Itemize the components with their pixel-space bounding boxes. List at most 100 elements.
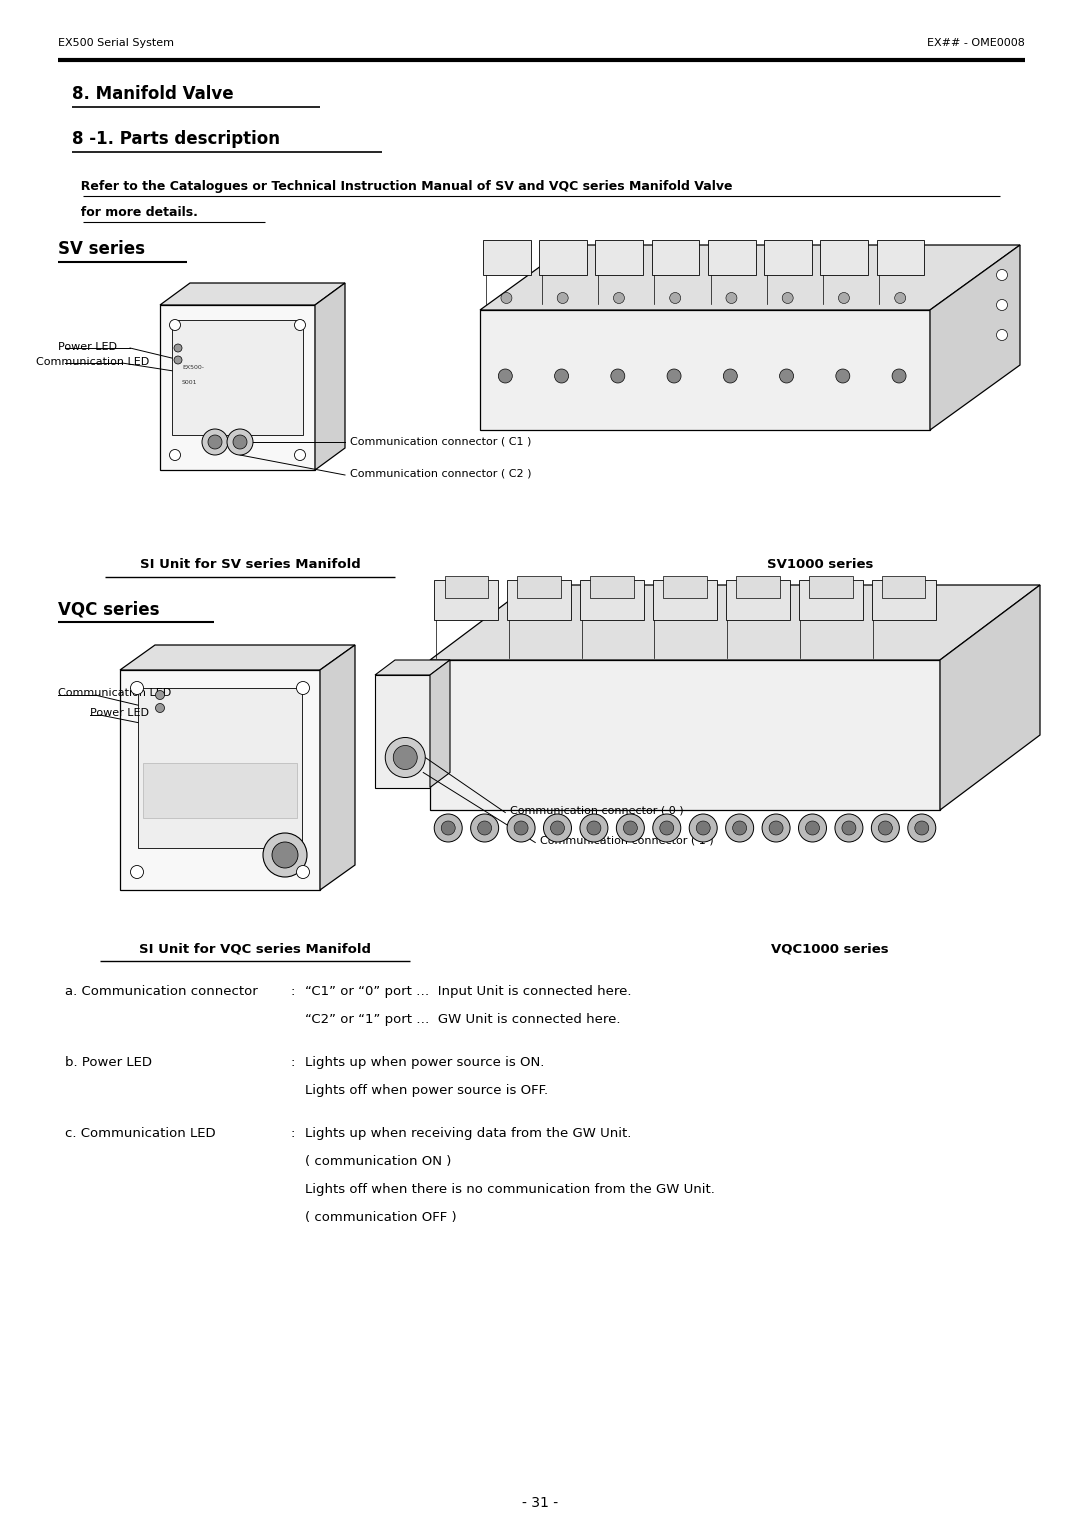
Text: 8. Manifold Valve: 8. Manifold Valve — [72, 86, 233, 102]
Circle shape — [670, 292, 680, 304]
Circle shape — [551, 821, 565, 834]
Text: - 31 -: - 31 - — [522, 1496, 558, 1510]
Circle shape — [878, 821, 892, 834]
FancyBboxPatch shape — [595, 240, 643, 275]
Circle shape — [997, 269, 1008, 281]
Circle shape — [806, 821, 820, 834]
Polygon shape — [430, 660, 450, 787]
Circle shape — [836, 368, 850, 384]
Circle shape — [835, 814, 863, 842]
Polygon shape — [120, 669, 320, 889]
FancyBboxPatch shape — [726, 581, 789, 620]
FancyBboxPatch shape — [735, 576, 780, 597]
Text: SI Unit for VQC series Manifold: SI Unit for VQC series Manifold — [139, 941, 372, 955]
Text: Communication LED: Communication LED — [58, 688, 172, 698]
Polygon shape — [320, 645, 355, 889]
Circle shape — [471, 814, 499, 842]
Circle shape — [667, 368, 681, 384]
FancyBboxPatch shape — [172, 319, 303, 435]
Polygon shape — [480, 310, 930, 429]
Circle shape — [623, 821, 637, 834]
Circle shape — [156, 703, 164, 712]
Circle shape — [660, 821, 674, 834]
Circle shape — [724, 368, 738, 384]
Text: for more details.: for more details. — [72, 206, 198, 219]
FancyBboxPatch shape — [809, 576, 852, 597]
FancyBboxPatch shape — [517, 576, 562, 597]
Circle shape — [780, 368, 794, 384]
Circle shape — [208, 435, 222, 449]
Polygon shape — [375, 675, 430, 787]
Circle shape — [170, 449, 180, 460]
Circle shape — [295, 319, 306, 330]
Circle shape — [272, 842, 298, 868]
Circle shape — [156, 691, 164, 700]
Text: EX500-S001: EX500-S001 — [150, 779, 180, 785]
Circle shape — [557, 292, 568, 304]
Text: Communication LED: Communication LED — [36, 358, 149, 367]
Text: Lights up when receiving data from the GW Unit.: Lights up when receiving data from the G… — [305, 1128, 632, 1140]
Circle shape — [386, 738, 426, 778]
Text: c. Communication LED: c. Communication LED — [65, 1128, 216, 1140]
Text: ( communication ON ): ( communication ON ) — [305, 1155, 451, 1167]
FancyBboxPatch shape — [445, 576, 488, 597]
Circle shape — [233, 435, 247, 449]
Circle shape — [838, 292, 850, 304]
Text: VQC series: VQC series — [58, 601, 160, 617]
Polygon shape — [930, 244, 1020, 429]
FancyBboxPatch shape — [483, 240, 530, 275]
FancyBboxPatch shape — [877, 240, 924, 275]
Text: Communication connector ( 0 ): Communication connector ( 0 ) — [510, 805, 684, 816]
FancyBboxPatch shape — [138, 688, 302, 848]
Circle shape — [295, 449, 306, 460]
Text: :: : — [291, 1056, 295, 1070]
Polygon shape — [480, 244, 1020, 310]
Circle shape — [613, 292, 624, 304]
Text: EX500-: EX500- — [183, 365, 204, 370]
Text: “C1” or “0” port …  Input Unit is connected here.: “C1” or “0” port … Input Unit is connect… — [305, 986, 632, 998]
Text: :: : — [291, 986, 295, 998]
Polygon shape — [430, 660, 940, 810]
Text: Refer to the Catalogues or Technical Instruction Manual of SV and VQC series Man: Refer to the Catalogues or Technical Ins… — [72, 180, 732, 193]
Circle shape — [227, 429, 253, 455]
FancyBboxPatch shape — [591, 576, 634, 597]
Circle shape — [297, 865, 310, 879]
FancyBboxPatch shape — [539, 240, 586, 275]
Polygon shape — [430, 585, 1040, 660]
Circle shape — [264, 833, 307, 877]
Circle shape — [892, 368, 906, 384]
Circle shape — [543, 814, 571, 842]
Circle shape — [586, 821, 600, 834]
Circle shape — [477, 821, 491, 834]
Text: EX## - OME0008: EX## - OME0008 — [927, 38, 1025, 47]
FancyBboxPatch shape — [872, 581, 935, 620]
Text: Lights off when power source is OFF.: Lights off when power source is OFF. — [305, 1083, 549, 1097]
Polygon shape — [315, 283, 345, 471]
Text: SI Unit for SV series Manifold: SI Unit for SV series Manifold — [139, 558, 361, 571]
Text: Communication connector ( C2 ): Communication connector ( C2 ) — [350, 469, 531, 478]
Circle shape — [393, 746, 417, 770]
Polygon shape — [160, 283, 345, 306]
Text: 8 -1. Parts description: 8 -1. Parts description — [72, 130, 280, 148]
Circle shape — [131, 681, 144, 695]
Circle shape — [726, 814, 754, 842]
Circle shape — [617, 814, 645, 842]
Circle shape — [442, 821, 455, 834]
Circle shape — [908, 814, 935, 842]
Circle shape — [762, 814, 791, 842]
Circle shape — [782, 292, 793, 304]
Circle shape — [915, 821, 929, 834]
Circle shape — [554, 368, 568, 384]
Circle shape — [732, 821, 746, 834]
Text: SV series: SV series — [58, 240, 145, 258]
Circle shape — [611, 368, 625, 384]
Text: EX500 Serial System: EX500 Serial System — [58, 38, 174, 47]
Text: :: : — [291, 1128, 295, 1140]
Polygon shape — [120, 645, 355, 669]
Circle shape — [174, 344, 183, 351]
Text: S001: S001 — [183, 380, 198, 385]
FancyBboxPatch shape — [821, 240, 868, 275]
Circle shape — [798, 814, 826, 842]
Circle shape — [697, 821, 711, 834]
FancyBboxPatch shape — [663, 576, 706, 597]
